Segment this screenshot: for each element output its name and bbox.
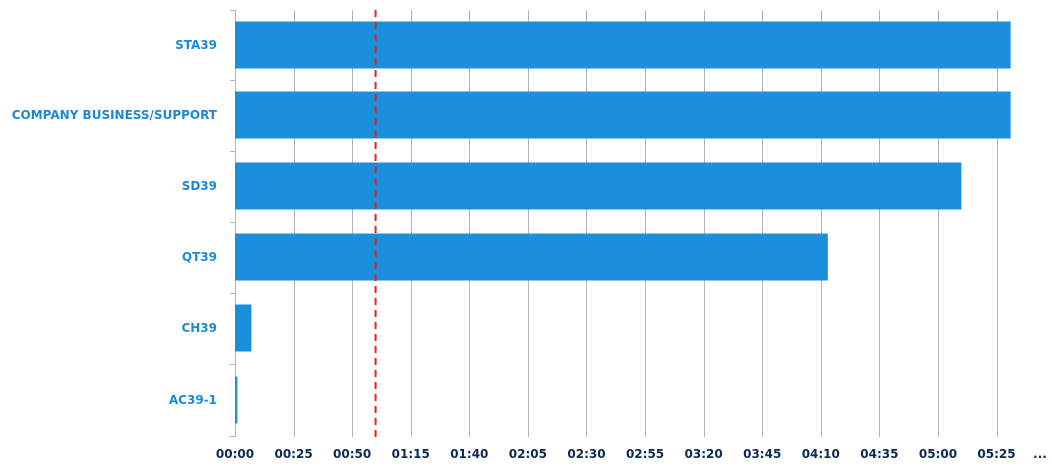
category-label-4: CH39 bbox=[181, 321, 217, 335]
x-tick-label-8: 03:20 bbox=[685, 447, 723, 461]
bar-ac39-1 bbox=[235, 376, 238, 424]
bar-layer bbox=[235, 21, 1011, 424]
x-tick-label-7: 02:55 bbox=[626, 447, 664, 461]
x-tick-label-4: 01:40 bbox=[450, 447, 488, 461]
x-tick-labels: 00:00 00:25 00:50 01:15 01:40 02:05 02:30 02:55… bbox=[216, 447, 1047, 461]
bar-company-business-support bbox=[235, 91, 1011, 139]
category-label-0: STA39 bbox=[175, 38, 217, 52]
x-tick-label-13: 05:25 bbox=[977, 447, 1015, 461]
bar-sta39 bbox=[235, 21, 1011, 69]
category-label-1: COMPANY BUSINESS/SUPPORT bbox=[12, 108, 218, 122]
category-label-3: QT39 bbox=[182, 250, 217, 264]
x-tick-label-3: 01:15 bbox=[392, 447, 430, 461]
bar-qt39 bbox=[235, 233, 828, 281]
x-tick-more-label: ... bbox=[1033, 447, 1047, 461]
x-tick-label-0: 00:00 bbox=[216, 447, 254, 461]
x-tick-label-9: 03:45 bbox=[743, 447, 781, 461]
x-tick-label-1: 00:25 bbox=[274, 447, 312, 461]
x-tick-label-6: 02:30 bbox=[567, 447, 605, 461]
category-labels: STA39 COMPANY BUSINESS/SUPPORT SD39 QT39 CH3… bbox=[12, 38, 218, 407]
bar-sd39 bbox=[235, 162, 962, 210]
x-tick-label-12: 05:00 bbox=[919, 447, 957, 461]
x-tick-label-5: 02:05 bbox=[509, 447, 547, 461]
bar-ch39 bbox=[235, 304, 252, 352]
category-label-2: SD39 bbox=[182, 179, 217, 193]
x-tick-label-2: 00:50 bbox=[333, 447, 371, 461]
grid-layer bbox=[230, 10, 998, 437]
x-tick-label-10: 04:10 bbox=[802, 447, 840, 461]
category-label-5: AC39-1 bbox=[169, 393, 217, 407]
x-tick-label-11: 04:35 bbox=[860, 447, 898, 461]
